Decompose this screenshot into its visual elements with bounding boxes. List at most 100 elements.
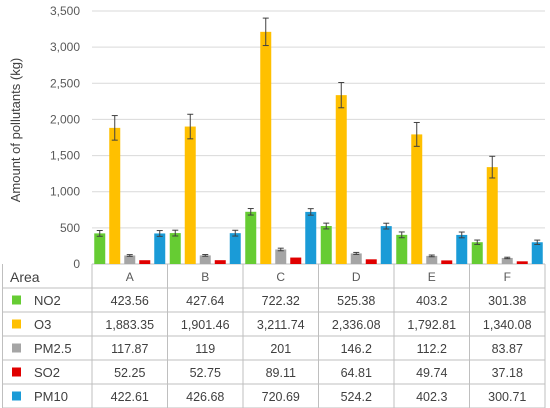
error-bars bbox=[96, 17, 541, 260]
table-cell: 3,211.74 bbox=[257, 318, 305, 332]
table-cell: 89.11 bbox=[266, 366, 296, 380]
bar-no2-d bbox=[320, 226, 332, 264]
error-bar bbox=[398, 231, 405, 239]
error-bar bbox=[262, 17, 269, 47]
legend-label: PM2.5 bbox=[34, 341, 72, 356]
x-tick-label: C bbox=[276, 270, 285, 284]
table-cell: 2,336.08 bbox=[332, 318, 381, 332]
bar-pm10-e bbox=[456, 234, 468, 264]
bar-no2-f bbox=[471, 242, 483, 264]
table-cell: 146.2 bbox=[341, 342, 372, 356]
table-cell: 300.71 bbox=[488, 390, 526, 404]
table-cell: 52.75 bbox=[190, 366, 221, 380]
table-cell: 722.32 bbox=[262, 294, 300, 308]
table-cell: 426.68 bbox=[186, 390, 224, 404]
bar-pm10-c bbox=[305, 211, 317, 264]
bar-so2-b bbox=[214, 260, 226, 264]
table-cell: 119 bbox=[195, 342, 215, 356]
bar-so2-e bbox=[441, 260, 453, 264]
error-bar bbox=[413, 121, 420, 147]
y-tick-label: 1,500 bbox=[50, 149, 80, 163]
y-tick-label: 2,500 bbox=[50, 76, 80, 90]
bar-no2-c bbox=[245, 211, 257, 264]
table-cell: 525.38 bbox=[337, 294, 375, 308]
error-bar bbox=[353, 251, 360, 255]
bar-o3-d bbox=[335, 95, 347, 264]
x-tick-label: E bbox=[428, 270, 436, 284]
y-tick-label: 1,000 bbox=[50, 185, 80, 199]
table-cell: 402.3 bbox=[416, 390, 447, 404]
table-cell: 720.69 bbox=[262, 390, 300, 404]
table-cell: 403.2 bbox=[416, 294, 447, 308]
bar-pm25-d bbox=[350, 253, 362, 264]
bar-pm25-b bbox=[199, 255, 211, 264]
bar-o3-a bbox=[109, 127, 121, 264]
y-tick-label: 0 bbox=[73, 257, 80, 271]
bar-so2-c bbox=[290, 257, 302, 264]
error-bar bbox=[96, 229, 103, 237]
bar-so2-d bbox=[365, 259, 377, 264]
error-bar bbox=[172, 229, 179, 237]
table-cell: 422.61 bbox=[111, 390, 149, 404]
table-cell: 112.2 bbox=[417, 342, 447, 356]
y-tick-labels: 0 500 1,000 1,500 2,000 2,500 3,000 3,500 bbox=[50, 4, 80, 271]
error-bar bbox=[156, 230, 163, 237]
bar-no2-e bbox=[396, 234, 408, 264]
table-cell: 49.74 bbox=[416, 366, 447, 380]
table-cell: 301.38 bbox=[488, 294, 526, 308]
bar-no2-a bbox=[94, 233, 106, 264]
legend-swatch bbox=[12, 295, 21, 305]
bar-o3-e bbox=[411, 134, 423, 264]
error-bar bbox=[307, 208, 314, 216]
y-axis-label: Amount of pollutants (kg) bbox=[8, 58, 23, 203]
bar-pm10-a bbox=[154, 233, 166, 264]
bar-no2-b bbox=[169, 233, 181, 264]
bar-so2-a bbox=[139, 260, 151, 264]
bar-pm25-f bbox=[501, 257, 513, 264]
table-cell: 201 bbox=[270, 342, 291, 356]
x-tick-label: D bbox=[352, 270, 361, 284]
x-tick-label: B bbox=[201, 270, 209, 284]
error-bar bbox=[126, 254, 133, 257]
legend-swatch bbox=[12, 367, 21, 377]
bar-so2-f bbox=[516, 261, 528, 264]
error-bar bbox=[534, 239, 541, 245]
bar-pm25-e bbox=[426, 255, 438, 264]
error-bar bbox=[428, 254, 435, 258]
table-cell: 1,792.81 bbox=[407, 318, 456, 332]
table-cell: 83.87 bbox=[492, 342, 523, 356]
y-tick-label: 500 bbox=[60, 221, 80, 235]
table-cell: 52.25 bbox=[114, 366, 145, 380]
table-cell: 37.18 bbox=[492, 366, 523, 380]
table-header-label: Area bbox=[10, 269, 40, 285]
bar-pm10-f bbox=[531, 242, 543, 264]
legend-swatch bbox=[12, 391, 21, 401]
table-cell: 117.87 bbox=[111, 342, 148, 356]
legend-label: PM10 bbox=[34, 389, 68, 404]
x-tick-label: A bbox=[126, 270, 134, 284]
error-bar bbox=[247, 208, 254, 216]
error-bar bbox=[504, 256, 511, 260]
legend-label: NO2 bbox=[34, 293, 61, 308]
gridlines bbox=[92, 10, 545, 265]
legend-swatch bbox=[12, 319, 21, 329]
y-tick-label: 2,000 bbox=[50, 112, 80, 126]
data-table: Area A B C D E F NO2 423.56 427.64 722.32 525.38 403… bbox=[2, 264, 546, 408]
bar-o3-f bbox=[486, 167, 498, 264]
bar-o3-c bbox=[260, 31, 272, 264]
x-tick-label: F bbox=[504, 270, 511, 284]
legend-label: O3 bbox=[34, 317, 51, 332]
legend-swatch bbox=[12, 343, 21, 353]
table-cell: 64.81 bbox=[341, 366, 372, 380]
legend-label: SO2 bbox=[34, 365, 60, 380]
bar-pm10-b bbox=[229, 233, 241, 264]
y-tick-label: 3,500 bbox=[50, 4, 80, 18]
error-bar bbox=[187, 113, 194, 140]
table-cell: 423.56 bbox=[111, 294, 149, 308]
y-tick-label: 3,000 bbox=[50, 40, 80, 54]
error-bar bbox=[202, 254, 209, 257]
error-bar bbox=[111, 115, 118, 141]
error-bar bbox=[474, 239, 481, 245]
bar-o3-b bbox=[184, 126, 196, 264]
